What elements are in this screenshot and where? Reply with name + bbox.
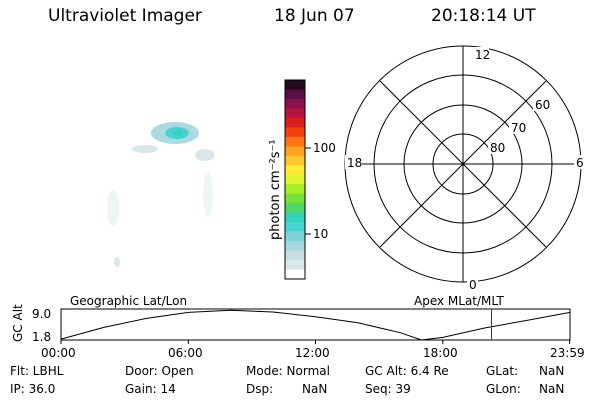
polar-label-bg-70 bbox=[509, 120, 527, 134]
orbit-xtick-1800: 18:00 bbox=[423, 346, 458, 360]
orbit-xtick-0600: 06:00 bbox=[168, 346, 203, 360]
mode-status: Mode: Normal bbox=[246, 364, 330, 378]
sequence-status: Seq: 39 bbox=[365, 382, 411, 396]
polar-labels: 12 18 6 0 60 70 80 bbox=[345, 47, 584, 292]
glat-value: NaN bbox=[539, 364, 565, 378]
polar-label-12: 12 bbox=[475, 48, 490, 62]
door-status: Door: Open bbox=[125, 364, 194, 378]
aurora-lower-left bbox=[107, 190, 119, 226]
colorbar-segment bbox=[285, 241, 305, 251]
glon-label: GLon: bbox=[486, 382, 521, 396]
gain-status: Gain: 14 bbox=[125, 382, 176, 396]
colorbar-segment bbox=[285, 146, 305, 157]
colorbar-label-10: 10 bbox=[313, 227, 328, 241]
colorbar-segment bbox=[285, 184, 305, 195]
colorbar-segment bbox=[285, 155, 305, 166]
polar-label-bg-60 bbox=[533, 97, 551, 111]
polar-label-70: 70 bbox=[511, 121, 526, 135]
colorbar-label-100: 100 bbox=[313, 141, 336, 155]
colorbar-segment bbox=[285, 231, 305, 242]
orbit-altitude-line bbox=[60, 309, 571, 341]
colorbar-segments bbox=[285, 80, 305, 280]
polar-label-bg-18 bbox=[345, 155, 362, 169]
colorbar-segment bbox=[285, 117, 305, 128]
polar-label-60: 60 bbox=[535, 98, 550, 112]
orbit-xtick-1200: 12:00 bbox=[295, 346, 330, 360]
dsp-value: NaN bbox=[302, 382, 328, 396]
filter-status: Flt: LBHL bbox=[10, 364, 64, 378]
colorbar-segment bbox=[285, 174, 305, 185]
polar-label-bg-6 bbox=[574, 155, 584, 169]
colorbar-segment bbox=[285, 203, 305, 213]
orbit-left-title: Geographic Lat/Lon bbox=[70, 294, 187, 308]
observation-date: 18 Jun 07 bbox=[274, 6, 355, 26]
orbit-plot: Geographic Lat/Lon Apex MLat/MLT GC Alt … bbox=[11, 294, 571, 344]
polar-label-18: 18 bbox=[347, 156, 362, 170]
aurora-right-band bbox=[195, 149, 215, 161]
polar-diagonal-b bbox=[379, 80, 547, 248]
glon-value: NaN bbox=[539, 382, 565, 396]
colorbar-unit-label: photon cm⁻²s⁻¹ bbox=[268, 139, 283, 240]
colorbar-segment bbox=[285, 260, 305, 270]
orbit-ytick-low: 1.8 bbox=[32, 330, 51, 344]
colorbar-segment bbox=[285, 80, 305, 90]
aurora-bottom-speck bbox=[114, 257, 120, 267]
colorbar: 100 10 photon cm⁻²s⁻¹ bbox=[268, 79, 336, 280]
colorbar-segment bbox=[285, 222, 305, 232]
dsp-label: Dsp: bbox=[246, 382, 274, 396]
glat-label: GLat: bbox=[486, 364, 519, 378]
colorbar-segment bbox=[285, 212, 305, 223]
polar-label-6: 6 bbox=[576, 156, 584, 170]
polar-label-bg-0 bbox=[467, 276, 478, 290]
colorbar-segment bbox=[285, 108, 305, 119]
colorbar-segment bbox=[285, 89, 305, 100]
colorbar-segment bbox=[285, 193, 305, 204]
colorbar-segment bbox=[285, 136, 305, 147]
polar-label-0: 0 bbox=[469, 278, 477, 292]
aurora-left-band bbox=[132, 145, 158, 153]
orbit-ylabel: GC Alt bbox=[11, 304, 25, 342]
colorbar-segment bbox=[285, 165, 305, 176]
polar-label-bg-12 bbox=[474, 47, 489, 61]
aurora-lower-right bbox=[203, 173, 213, 217]
gc-alt-status: GC Alt: 6.4 Re bbox=[365, 364, 449, 378]
orbit-xtick-0000: 00:00 bbox=[41, 346, 76, 360]
orbit-x-ticks bbox=[60, 340, 571, 344]
orbit-xtick-2359: 23:59 bbox=[550, 346, 585, 360]
observation-time: 20:18:14 UT bbox=[431, 6, 536, 26]
aurora-hotspot bbox=[172, 130, 184, 136]
colorbar-frame bbox=[284, 79, 306, 280]
colorbar-segment bbox=[285, 250, 305, 261]
colorbar-segment bbox=[285, 127, 305, 138]
orbit-right-title: Apex MLat/MLT bbox=[414, 294, 504, 308]
instrument-title: Ultraviolet Imager bbox=[48, 6, 202, 26]
ip-status: IP: 36.0 bbox=[10, 382, 56, 396]
orbit-plot-frame bbox=[60, 308, 571, 341]
colorbar-segment bbox=[285, 98, 305, 109]
colorbar-segment bbox=[285, 269, 305, 280]
polar-label-bg-80 bbox=[488, 140, 506, 154]
orbit-ytick-high: 9.0 bbox=[32, 307, 51, 321]
aurora-image bbox=[107, 122, 215, 267]
polar-grid bbox=[344, 45, 582, 283]
polar-label-80: 80 bbox=[490, 141, 505, 155]
